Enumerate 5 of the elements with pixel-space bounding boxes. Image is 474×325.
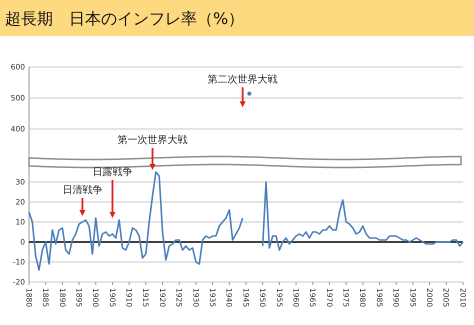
annotation: 第一次世界大戦: [118, 134, 188, 146]
annotation: 日清戦争: [62, 184, 102, 196]
annotation: 日露戦争: [92, 166, 132, 178]
annotation: 第二次世界大戦: [208, 73, 278, 86]
chart-title: 超長期 日本のインフレ率（%）: [5, 9, 244, 28]
